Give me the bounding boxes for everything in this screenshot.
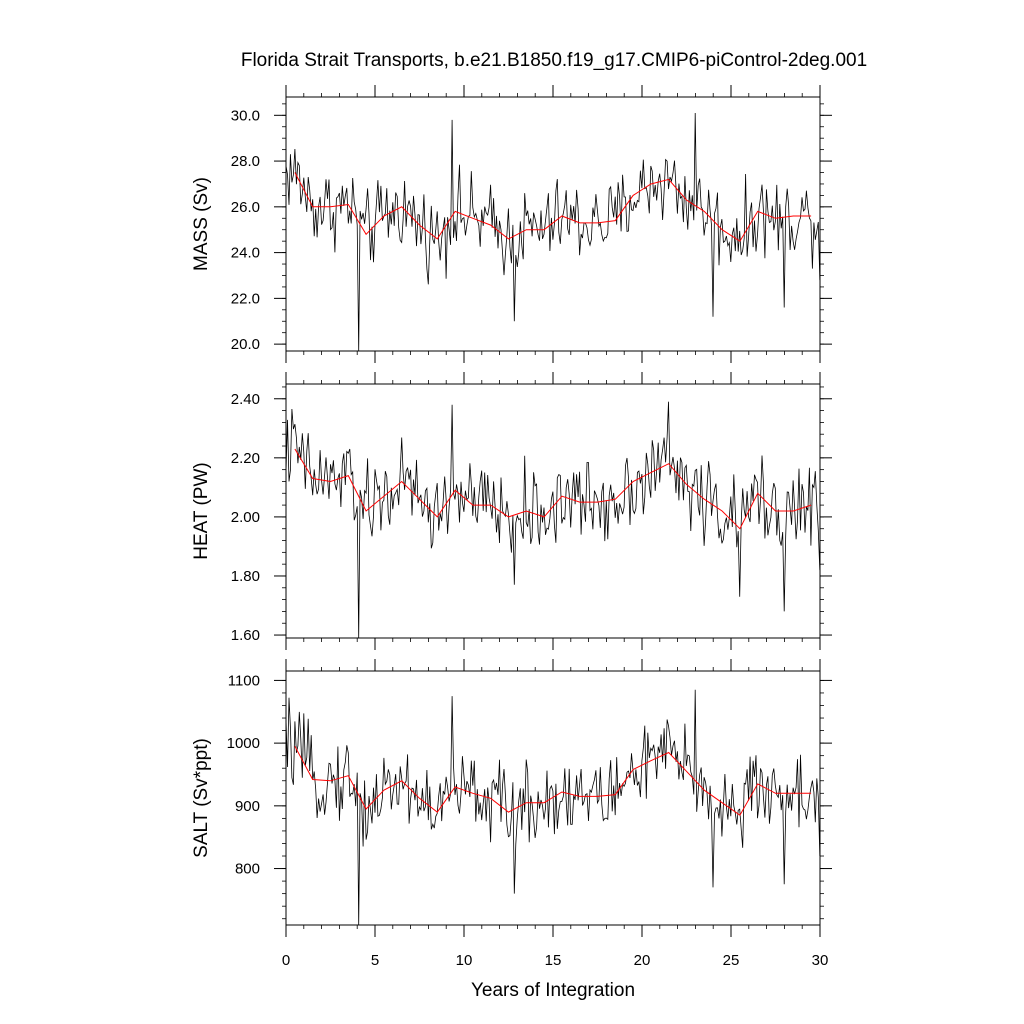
y-axis-label: SALT (Sv*ppt) <box>191 738 212 858</box>
y-tick-label: 1000 <box>227 735 260 752</box>
x-tick-label: 20 <box>634 952 651 969</box>
y-tick-label: 1.80 <box>231 568 260 585</box>
panel-2: 1.60 1.80 2.00 2.20 2.40 HEAT (PW) <box>191 372 832 650</box>
smoothed-series-line <box>294 172 812 242</box>
raw-series-line <box>286 401 820 638</box>
y-tick-label: 24.0 <box>231 245 260 262</box>
panel-frame <box>285 96 821 352</box>
y-tick-label: 2.00 <box>231 509 260 526</box>
y-tick-label: 30.0 <box>231 107 260 124</box>
x-tick-label: 25 <box>723 952 740 969</box>
x-tick-label: 5 <box>371 952 379 969</box>
y-tick-label: 1.60 <box>231 627 260 644</box>
raw-series-line <box>286 689 820 925</box>
panel-1: 20.0 22.0 24.0 26.0 28.0 30.0 MASS (Sv) <box>191 85 832 363</box>
y-tick-label: 2.40 <box>231 391 260 408</box>
y-tick-label: 800 <box>235 861 260 878</box>
y-tick-label: 2.20 <box>231 450 260 467</box>
y-axis-label: HEAT (PW) <box>191 462 212 559</box>
y-tick-label: 1100 <box>228 672 260 689</box>
raw-series-line <box>286 112 820 351</box>
chart-title: Florida Strait Transports, b.e21.B1850.f… <box>241 50 867 71</box>
y-tick-label: 26.0 <box>231 199 260 216</box>
x-tick-label: 0 <box>282 952 290 969</box>
smoothed-series-line <box>294 746 812 816</box>
x-tick-label: 15 <box>545 952 562 969</box>
y-tick-label: 20.0 <box>231 336 260 353</box>
panels: 20.0 22.0 24.0 26.0 28.0 30.0 MASS (Sv) 1.60 1.8… <box>191 85 832 969</box>
x-tick-label: 30 <box>812 952 829 969</box>
y-tick-label: 900 <box>235 798 260 815</box>
y-tick-label: 28.0 <box>231 153 260 170</box>
y-axis-label: MASS (Sv) <box>191 177 212 271</box>
smoothed-series-line <box>294 448 812 530</box>
y-tick-label: 22.0 <box>231 290 260 307</box>
x-tick-label: 10 <box>456 952 473 969</box>
x-axis-label: Years of Integration <box>471 980 635 1001</box>
panel-3: 800 900 1000 1100 SALT (Sv*ppt) 0 5 10 15 20 25 30 <box>191 659 832 969</box>
